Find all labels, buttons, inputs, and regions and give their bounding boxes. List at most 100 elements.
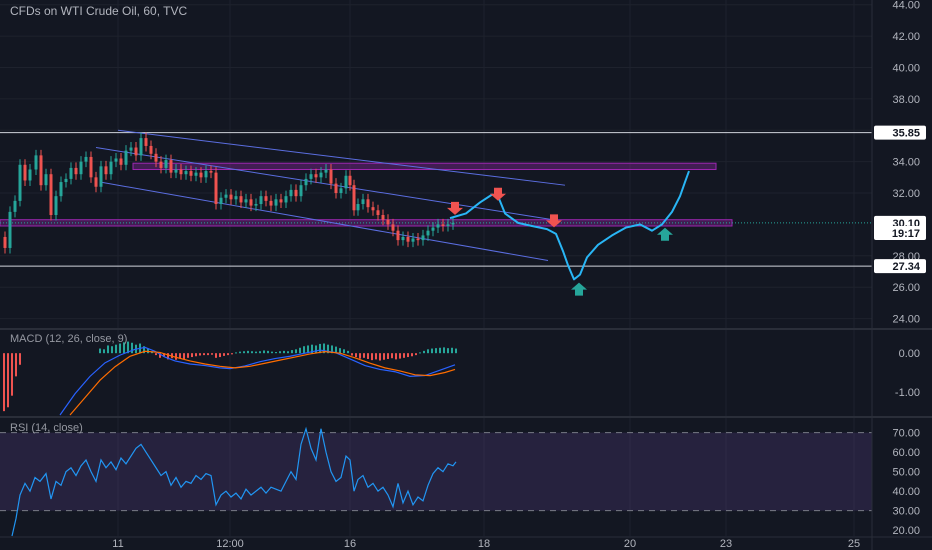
- candle-body: [314, 174, 318, 178]
- macd-histogram-bar: [331, 345, 333, 354]
- macd-histogram-bar: [19, 353, 21, 365]
- candle-body: [189, 171, 193, 176]
- candle-body: [54, 196, 58, 216]
- candle-body: [69, 167, 73, 179]
- macd-histogram-bar: [299, 347, 301, 354]
- candle-body: [299, 185, 303, 197]
- candle-body: [84, 156, 88, 162]
- macd-histogram-bar: [187, 353, 189, 358]
- candle-body: [219, 197, 223, 205]
- candle-body: [249, 199, 253, 206]
- price-axis[interactable]: 44.0042.0040.0038.0036.0034.0032.0028.00…: [874, 0, 926, 537]
- macd-histogram-bar: [215, 353, 217, 358]
- candle-body: [416, 238, 420, 241]
- macd-histogram-bar: [255, 351, 257, 354]
- rsi-panel: [0, 426, 872, 537]
- price-tick-label: 38.00: [892, 94, 920, 106]
- candle-body: [304, 178, 308, 186]
- time-tick-label: 23: [720, 538, 732, 550]
- macd-histogram-bar: [219, 353, 221, 358]
- macd-histogram-bar: [399, 353, 401, 359]
- candle-body: [184, 171, 188, 175]
- time-tick-label: 20: [624, 538, 636, 550]
- candle-body: [204, 171, 208, 178]
- rsi-legend[interactable]: RSI (14, close): [10, 422, 83, 434]
- price-tick-label: 44.00: [892, 0, 920, 12]
- candle-body: [124, 150, 128, 165]
- price-tick-label: 32.00: [892, 188, 920, 200]
- candle-body: [229, 194, 233, 200]
- candle-body: [159, 161, 163, 168]
- rsi-tick-label: 60.00: [892, 447, 920, 459]
- macd-histogram-bar: [263, 350, 265, 354]
- macd-histogram-bar: [207, 353, 209, 356]
- time-tick-label: 18: [478, 538, 490, 550]
- candle-body: [441, 224, 445, 226]
- macd-histogram-bar: [447, 348, 449, 354]
- price-panel: [0, 129, 872, 296]
- macd-histogram-bar: [99, 348, 101, 354]
- macd-histogram-bar: [247, 350, 249, 354]
- macd-histogram-bar: [283, 350, 285, 354]
- macd-histogram-bar: [395, 353, 397, 360]
- macd-histogram-bar: [227, 353, 229, 356]
- candle-body: [279, 199, 283, 203]
- price-tick-label: 34.00: [892, 157, 920, 169]
- macd-histogram-bar: [123, 342, 125, 354]
- candle-body: [13, 200, 17, 212]
- candle-body: [59, 182, 63, 197]
- rsi-tick-label: 40.00: [892, 486, 920, 498]
- chart-title: CFDs on WTI Crude Oil, 60, TVC: [10, 4, 187, 18]
- candle-body: [411, 238, 415, 242]
- macd-legend[interactable]: MACD (12, 26, close, 9): [10, 333, 127, 345]
- macd-histogram-bar: [231, 353, 233, 355]
- macd-histogram-bar: [367, 353, 369, 359]
- macd-histogram-bar: [435, 348, 437, 354]
- candle-body: [94, 177, 98, 187]
- rsi-tick-label: 70.00: [892, 428, 920, 440]
- time-axis[interactable]: 11 12:00 16 18 20 23 25: [112, 538, 860, 550]
- macd-histogram-bar: [315, 345, 317, 354]
- rsi-tick-label: 30.00: [892, 506, 920, 518]
- candle-body: [49, 174, 53, 216]
- rsi-band: [0, 432, 872, 511]
- candle-body: [329, 169, 333, 184]
- macd-histogram-bar: [431, 348, 433, 354]
- macd-histogram-bar: [175, 353, 177, 360]
- candle-body: [79, 161, 83, 175]
- candle-body: [99, 166, 103, 187]
- candle-body: [319, 172, 323, 178]
- macd-histogram-bar: [7, 353, 9, 408]
- macd-histogram-bar: [419, 352, 421, 354]
- time-tick-label: 12:00: [216, 538, 244, 550]
- candle-body: [8, 211, 12, 248]
- price-tick-label: 24.00: [892, 314, 920, 326]
- macd-histogram-bar: [131, 342, 133, 354]
- macd-histogram-bar: [275, 352, 277, 354]
- macd-histogram-bar: [147, 348, 149, 354]
- candle-body: [386, 219, 390, 225]
- price-label-box: [874, 226, 926, 241]
- macd-histogram-bar: [259, 351, 261, 354]
- macd-histogram-bar: [311, 344, 313, 354]
- candle-body: [164, 160, 168, 168]
- macd-panel: [3, 341, 457, 416]
- macd-histogram-bar: [11, 353, 13, 396]
- candle-body: [74, 167, 78, 175]
- candle-body: [348, 175, 352, 186]
- time-tick-label: 11: [112, 538, 123, 550]
- channel-line: [95, 147, 554, 221]
- macd-histogram-bar: [303, 346, 305, 354]
- arrow-down-icon: [490, 187, 506, 201]
- macd-histogram-bar: [323, 343, 325, 354]
- time-tick-label: 16: [344, 538, 356, 550]
- candle-body: [239, 196, 243, 203]
- candle-body: [114, 158, 118, 162]
- candle-body: [254, 204, 258, 206]
- candle-body: [18, 164, 22, 201]
- candle-body: [134, 147, 138, 156]
- macd-histogram-bar: [15, 353, 17, 377]
- macd-histogram-bar: [359, 353, 361, 359]
- macd-histogram-bar: [291, 350, 293, 354]
